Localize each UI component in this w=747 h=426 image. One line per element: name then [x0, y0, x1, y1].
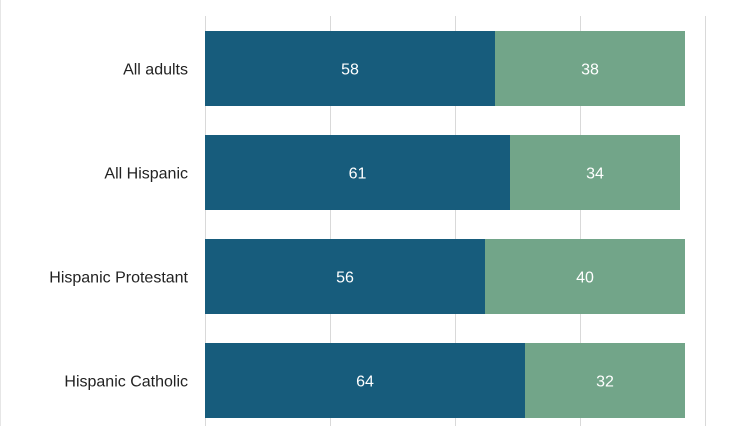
- category-label: Hispanic Catholic: [64, 374, 188, 391]
- bar-value-label: 56: [336, 270, 354, 287]
- bar-value-label: 61: [349, 166, 367, 183]
- bar-segment: [205, 239, 485, 314]
- bar-segment: [525, 343, 685, 418]
- bar-segment: [485, 239, 685, 314]
- bar-segment: [495, 31, 685, 106]
- bar-segment: [205, 343, 525, 418]
- bar-segment: [205, 31, 495, 106]
- bar-value-label: 40: [576, 270, 594, 287]
- bar-value-label: 38: [581, 62, 599, 79]
- bar-segment: [510, 135, 680, 210]
- bar-segment: [205, 135, 510, 210]
- bar-value-label: 34: [586, 166, 604, 183]
- category-labels: All adults All Hispanic Hispanic Protestan…: [49, 62, 188, 391]
- category-label: All Hispanic: [104, 166, 188, 183]
- category-label: All adults: [123, 62, 188, 79]
- bar-value-label: 64: [356, 374, 374, 391]
- bar-value-label: 58: [341, 62, 359, 79]
- bars: 58 38 61 34 56 40 64 32: [205, 31, 685, 418]
- category-label: Hispanic Protestant: [49, 270, 188, 287]
- bar-value-label: 32: [596, 374, 614, 391]
